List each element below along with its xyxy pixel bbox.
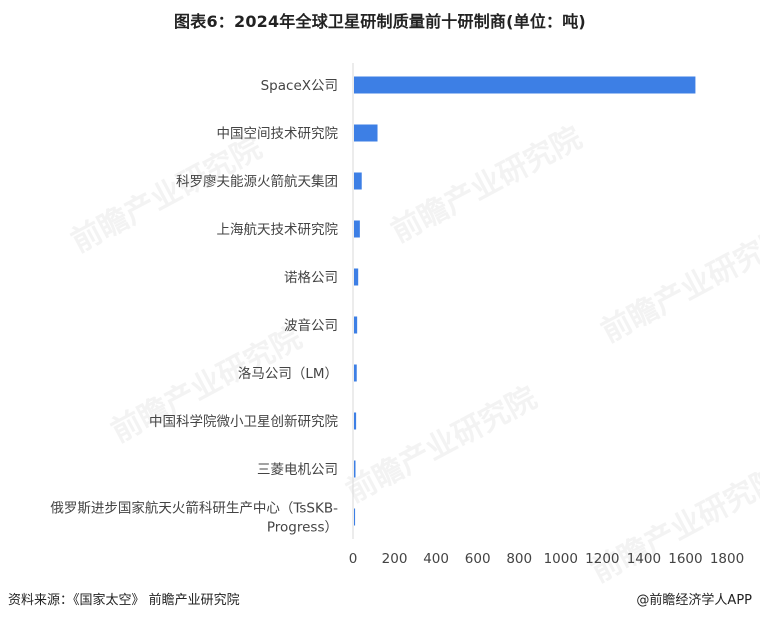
category-label: SpaceX公司 xyxy=(261,78,338,94)
category-label: 诺格公司 xyxy=(284,270,338,286)
x-tick-label: 200 xyxy=(382,551,408,567)
x-tick-label: 1400 xyxy=(627,551,661,567)
category-label: 科罗廖夫能源火箭航天集团 xyxy=(176,173,338,190)
category-label: 波音公司 xyxy=(284,317,338,334)
source-text: 资料来源：《国家太空》 前瞻产业研究院 xyxy=(8,593,240,608)
bar xyxy=(354,508,356,526)
x-tick-label: 0 xyxy=(349,551,358,567)
category-label: 俄罗斯进步国家航天火箭科研生产中心（TsSKB-Progress） xyxy=(50,500,338,536)
bar xyxy=(354,220,360,238)
category-label: 上海航天技术研究院 xyxy=(217,222,339,238)
bar xyxy=(354,364,357,382)
category-label: 三菱电机公司 xyxy=(257,462,338,478)
x-tick-label: 800 xyxy=(506,551,532,567)
x-tick-label: 600 xyxy=(465,551,491,567)
chart-title: 图表6：2024年全球卫星研制质量前十研制商(单位：吨) xyxy=(174,12,586,31)
category-label: 中国科学院微小卫星创新研究院 xyxy=(149,414,338,430)
x-tick-label: 1800 xyxy=(710,551,744,567)
x-tick-label: 400 xyxy=(423,551,449,567)
bar-chart: SpaceX公司中国空间技术研究院科罗廖夫能源火箭航天集团上海航天技术研究院诺格… xyxy=(50,63,744,567)
bar xyxy=(354,76,696,94)
chart-container: SpaceX公司中国空间技术研究院科罗廖夫能源火箭航天集团上海航天技术研究院诺格… xyxy=(0,55,760,575)
bar xyxy=(354,460,356,478)
x-tick-label: 1200 xyxy=(585,551,619,567)
category-label: 洛马公司（LM） xyxy=(238,366,338,382)
category-label: 中国空间技术研究院 xyxy=(217,126,339,142)
bar xyxy=(354,412,357,430)
bar xyxy=(354,124,378,142)
brand-text: @前瞻经济学人APP xyxy=(636,593,752,608)
x-tick-label: 1600 xyxy=(668,551,702,567)
x-tick-label: 1000 xyxy=(544,551,578,567)
bar xyxy=(354,316,358,334)
bar xyxy=(354,268,359,286)
bar xyxy=(354,172,362,190)
